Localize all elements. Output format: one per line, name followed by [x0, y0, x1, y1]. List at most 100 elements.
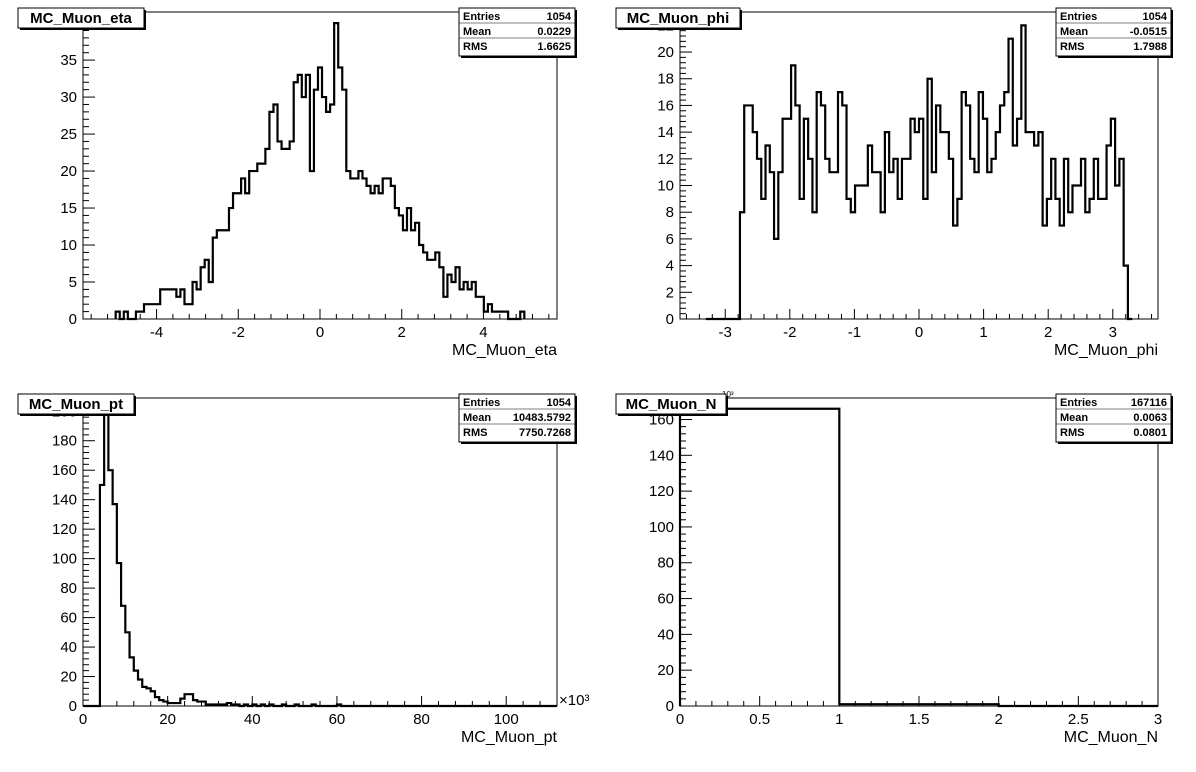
y-tick-label: 12 [657, 151, 674, 168]
title-box [615, 393, 727, 415]
x-axis-title: MC_Muon_eta [452, 342, 557, 359]
x-tick-label: 60 [329, 711, 346, 728]
y-tick-label: 14 [657, 124, 674, 141]
x-tick-label: -1 [848, 324, 861, 341]
y-tick-label: 15 [60, 200, 77, 217]
x-tick-label: 4 [479, 324, 487, 341]
x-tick-label: -2 [783, 324, 796, 341]
x-axis-multiplier: ×10³ [559, 692, 589, 709]
x-tick-label: 1 [979, 324, 987, 341]
y-tick-label: 2 [666, 284, 674, 301]
y-tick-label: 16 [657, 97, 674, 114]
y-tick-label: 40 [60, 639, 77, 656]
x-tick-label: 100 [494, 711, 519, 728]
x-tick-label: 1 [835, 711, 843, 728]
x-tick-label: 20 [159, 711, 176, 728]
stats-label: Entries [1060, 397, 1097, 409]
y-tick-label: 140 [649, 447, 674, 464]
stats-label: Mean [1060, 26, 1088, 38]
y-tick-label: 140 [52, 492, 77, 509]
y-tick-label: 100 [52, 551, 77, 568]
x-tick-label: 2 [1044, 324, 1052, 341]
y-tick-label: 120 [52, 521, 77, 538]
y-tick-label: 80 [60, 580, 77, 597]
x-tick-label: 2 [994, 711, 1002, 728]
y-tick-label: 0 [69, 698, 77, 715]
histogram-title: MC_Muon_eta [30, 10, 132, 27]
stats-value: 1054 [547, 397, 572, 409]
x-tick-label: 3 [1109, 324, 1117, 341]
y-tick-label: 100 [649, 519, 674, 536]
stats-label: Entries [463, 397, 500, 409]
title-box [17, 393, 135, 415]
y-tick-label: 20 [657, 662, 674, 679]
y-tick-label: 35 [60, 52, 77, 69]
histogram-panel-4: 0 0.5 1 1.5 2 2.5 3020406080100120140160MC_Muo… [615, 390, 1173, 746]
stats-label: Entries [463, 11, 500, 23]
y-tick-label: 10 [657, 178, 674, 195]
histogram-series [678, 407, 1158, 708]
plot-frame [82, 397, 558, 707]
x-tick-label: 0.5 [749, 711, 770, 728]
y-tick-label: 180 [52, 433, 77, 450]
stats-label: RMS [1060, 427, 1084, 439]
y-tick-label: 60 [657, 591, 674, 608]
y-tick-label: 80 [657, 555, 674, 572]
y-tick-label: 40 [657, 626, 674, 643]
x-tick-label: 40 [244, 711, 261, 728]
title-box [615, 7, 741, 29]
y-tick-label: 4 [666, 258, 674, 275]
y-axis-multiplier: 10³ [722, 390, 734, 399]
histogram-title: MC_Muon_N [626, 396, 717, 413]
stats-value: 167116 [1131, 397, 1167, 409]
histogram-series [83, 410, 557, 708]
histogram-series [114, 22, 526, 321]
y-tick-label: 6 [666, 231, 674, 248]
x-tick-label: 0 [676, 711, 684, 728]
stats-box [458, 7, 576, 57]
stats-label: RMS [463, 41, 487, 53]
plot-frame [82, 11, 558, 320]
y-tick-label: 20 [60, 669, 77, 686]
y-tick-label: 20 [60, 163, 77, 180]
y-tick-label: 10 [60, 237, 77, 254]
stats-label: RMS [463, 427, 487, 439]
x-tick-label: -4 [150, 324, 163, 341]
stats-value: 1054 [547, 11, 572, 23]
histogram-title: MC_Muon_phi [627, 10, 730, 27]
y-tick-label: 5 [69, 274, 77, 291]
x-tick-label: 2.5 [1068, 711, 1089, 728]
stats-value: 10483.5792 [513, 412, 571, 424]
y-tick-label: 18 [657, 71, 674, 88]
y-tick-label: 120 [649, 483, 674, 500]
stats-value: 0.0063 [1133, 412, 1167, 424]
title-box [17, 7, 145, 29]
x-tick-label: -2 [232, 324, 245, 341]
y-tick-label: 25 [60, 126, 77, 143]
histogram-series [705, 24, 1133, 321]
x-tick-label: 0 [915, 324, 923, 341]
y-tick-label: 0 [666, 698, 674, 715]
stats-label: Mean [1060, 412, 1088, 424]
histogram-panel-3: 020406080100020406080100120140160180200M… [17, 393, 589, 746]
y-tick-label: 20 [657, 44, 674, 61]
x-tick-label: 1.5 [909, 711, 930, 728]
stats-label: RMS [1060, 41, 1084, 53]
stats-value: 7750.7268 [519, 427, 571, 439]
y-tick-label: 0 [666, 311, 674, 328]
x-tick-label: 2 [398, 324, 406, 341]
stats-value: 0.0801 [1133, 427, 1167, 439]
histogram-title: MC_Muon_pt [29, 396, 123, 413]
histogram-panel-2: -3-2-101230246810121416182022MC_Muon_phi… [615, 7, 1173, 359]
stats-label: Mean [463, 412, 491, 424]
stats-value: 1054 [1143, 11, 1168, 23]
x-axis-title: MC_Muon_pt [461, 729, 558, 746]
stats-box [458, 393, 576, 443]
y-tick-label: 8 [666, 204, 674, 221]
stats-box [1055, 7, 1172, 57]
x-axis-title: MC_Muon_phi [1054, 342, 1158, 359]
x-tick-label: 80 [413, 711, 430, 728]
stats-box [1055, 393, 1172, 443]
stats-value: 1.6625 [537, 41, 571, 53]
